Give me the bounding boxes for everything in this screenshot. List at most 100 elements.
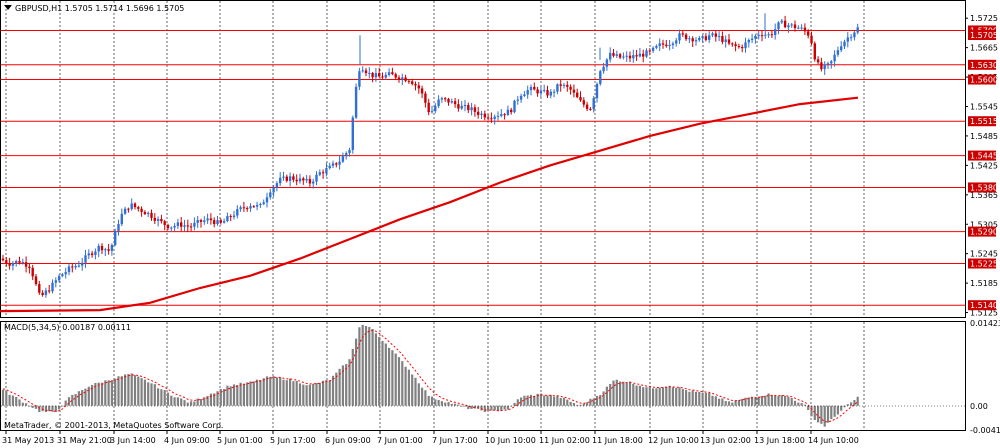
time-tick-label: 5 Jun 01:00 xyxy=(217,436,263,445)
candle-body xyxy=(539,90,543,94)
macd-bar xyxy=(846,404,849,406)
candle-body xyxy=(688,38,691,40)
candle-body xyxy=(754,35,757,39)
macd-bar xyxy=(615,379,618,406)
candle-body xyxy=(193,222,196,227)
macd-bar xyxy=(661,387,665,406)
macd-bar xyxy=(345,364,348,406)
level-label: 1.5225 xyxy=(970,260,998,269)
macd-bar xyxy=(394,353,397,406)
macd-bar xyxy=(127,374,130,406)
macd-bar xyxy=(223,389,226,406)
macd-bar xyxy=(219,388,222,406)
macd-bar xyxy=(186,402,189,406)
macd-bar xyxy=(18,399,21,406)
candle-body xyxy=(374,73,378,78)
macd-bar xyxy=(655,388,658,406)
macd-bar xyxy=(513,402,516,406)
macd-bar xyxy=(454,403,457,406)
macd-bar xyxy=(734,400,737,406)
macd-bar xyxy=(427,395,430,406)
macd-bar xyxy=(770,395,773,406)
candle-body xyxy=(160,218,163,222)
macd-bar xyxy=(166,392,170,406)
macd-bar xyxy=(249,381,252,406)
candle-body xyxy=(477,111,480,115)
candle-body xyxy=(823,64,826,70)
candle-body xyxy=(724,39,727,42)
price-tick-label: 1.5665 xyxy=(970,44,998,53)
triangle-down-icon[interactable] xyxy=(4,5,12,10)
macd-bar xyxy=(421,387,424,406)
level-label: 1.5515 xyxy=(970,117,998,126)
macd-bar xyxy=(269,376,272,406)
macd-bar xyxy=(529,394,533,406)
macd-bar xyxy=(239,382,242,406)
candle-body xyxy=(312,181,315,184)
macd-bar xyxy=(605,386,608,406)
time-tick-label: 12 Jun 10:00 xyxy=(648,436,699,445)
macd-bar xyxy=(549,395,552,406)
macd-bar xyxy=(652,388,655,406)
macd-bar xyxy=(176,397,179,406)
candle-body xyxy=(467,104,470,111)
price-tick-label: 1.5125 xyxy=(970,309,998,318)
macd-bar xyxy=(312,383,315,406)
macd-bar xyxy=(556,395,559,406)
macd-bar xyxy=(460,405,463,407)
macd-bar xyxy=(358,327,361,406)
candle-body xyxy=(368,72,371,74)
candle-body xyxy=(232,215,236,218)
candle-body xyxy=(209,218,213,221)
candle-body xyxy=(609,53,612,60)
macd-bar xyxy=(658,387,661,406)
macd-bar xyxy=(483,405,486,412)
macd-bar xyxy=(724,401,727,406)
candle-body xyxy=(265,197,269,203)
macd-bar xyxy=(295,380,298,406)
candle-body xyxy=(180,222,183,227)
macd-bar xyxy=(800,403,803,406)
macd-bar xyxy=(757,396,760,406)
candle-body xyxy=(100,245,104,251)
candle-body xyxy=(348,149,351,154)
candle-body xyxy=(331,163,335,166)
macd-bar xyxy=(328,380,331,406)
macd-bar xyxy=(61,405,64,407)
candle-body xyxy=(130,203,133,210)
candle-body xyxy=(315,174,318,182)
candle-body xyxy=(120,213,123,225)
candle-body xyxy=(361,70,364,72)
candle-body xyxy=(618,54,622,58)
candle-body xyxy=(127,208,130,210)
macd-bar xyxy=(586,402,589,406)
macd-bar xyxy=(797,402,800,406)
horizontal-levels[interactable] xyxy=(1,29,965,306)
price-tick-label: 1.5725 xyxy=(970,14,998,23)
candle-body xyxy=(599,71,602,84)
macd-bar xyxy=(110,380,113,406)
macd-bar xyxy=(467,405,470,410)
candle-body xyxy=(717,36,721,38)
macd-bar xyxy=(566,399,569,406)
macd-bar xyxy=(318,382,321,406)
macd-bar xyxy=(490,405,493,411)
time-tick-label: 14 Jun 10:00 xyxy=(808,436,859,445)
macd-bar xyxy=(388,347,391,406)
candle-body xyxy=(285,176,288,181)
candle-body xyxy=(189,226,193,228)
candle-body xyxy=(856,27,859,33)
candle-body xyxy=(1,258,5,261)
candle-body xyxy=(675,40,678,44)
candle-body xyxy=(671,43,675,45)
candle-body xyxy=(579,97,582,101)
macd-bar xyxy=(190,401,193,406)
macd-bar xyxy=(784,395,787,406)
macd-bar xyxy=(843,405,846,408)
candle-body xyxy=(493,116,496,119)
macd-bar xyxy=(407,369,410,406)
time-tick-label: 13 Jun 02:00 xyxy=(700,436,751,445)
macd-bar xyxy=(500,405,503,411)
candle-body xyxy=(170,227,173,229)
